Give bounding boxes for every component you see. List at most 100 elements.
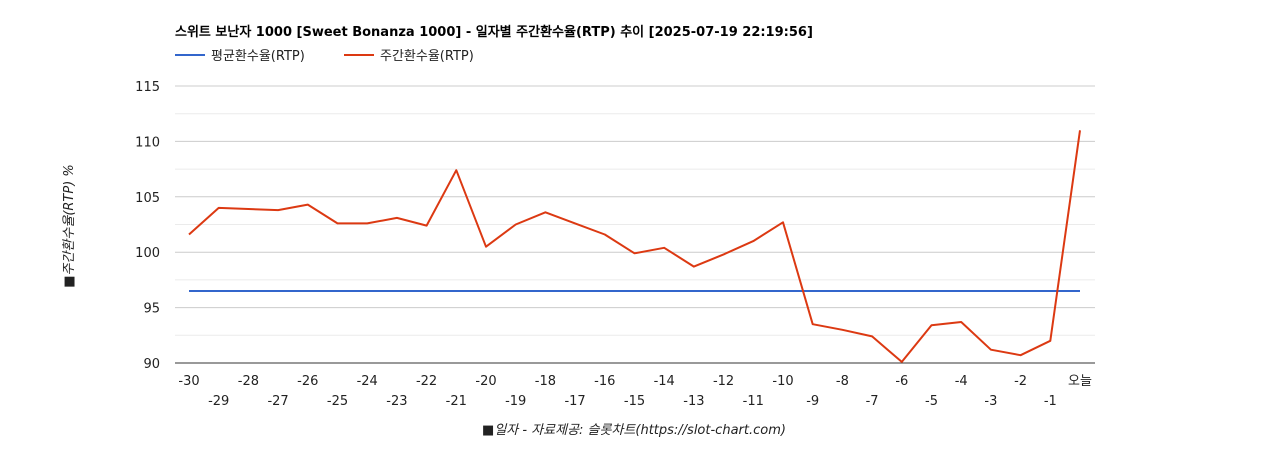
legend: 평균환수율(RTP) 주간환수율(RTP) <box>175 49 474 64</box>
data-point[interactable] <box>511 286 521 296</box>
data-point[interactable] <box>303 200 313 210</box>
data-point[interactable] <box>1016 350 1026 360</box>
x-tick-label: -23 <box>386 394 407 409</box>
data-point[interactable] <box>927 286 937 296</box>
legend-label-weekly[interactable]: 주간환수율(RTP) <box>380 49 474 64</box>
data-point[interactable] <box>214 286 224 296</box>
y-axis-title: ■주간환수율(RTP) % <box>62 164 77 288</box>
data-point[interactable] <box>897 286 907 296</box>
data-point[interactable] <box>689 262 699 272</box>
x-tick-label: -28 <box>238 374 259 389</box>
data-point[interactable] <box>540 207 550 217</box>
x-axis-title: ■일자 - 자료제공: 슬롯차트(https://slot-chart.com) <box>482 423 786 438</box>
data-point[interactable] <box>303 286 313 296</box>
data-point[interactable] <box>422 286 432 296</box>
data-point[interactable] <box>570 286 580 296</box>
data-point[interactable] <box>600 229 610 239</box>
data-point[interactable] <box>956 317 966 327</box>
data-point[interactable] <box>689 286 699 296</box>
x-tick-label: -9 <box>806 394 819 409</box>
data-point[interactable] <box>511 220 521 230</box>
series-lines <box>184 125 1085 367</box>
data-point[interactable] <box>333 218 343 228</box>
data-point[interactable] <box>867 331 877 341</box>
data-point[interactable] <box>570 218 580 228</box>
x-tick-label: -24 <box>357 374 378 389</box>
x-tick-label: -8 <box>836 374 849 389</box>
data-point[interactable] <box>392 286 402 296</box>
data-point[interactable] <box>451 286 461 296</box>
x-tick-label: -17 <box>564 394 585 409</box>
data-point[interactable] <box>748 286 758 296</box>
x-tick-label: -22 <box>416 374 437 389</box>
data-point[interactable] <box>273 205 283 215</box>
x-tick-label: -7 <box>866 394 879 409</box>
data-point[interactable] <box>986 286 996 296</box>
y-axis-ticks: 90 95 100 105 110 115 <box>135 80 160 372</box>
x-tick-label: -10 <box>772 374 793 389</box>
data-point[interactable] <box>956 286 966 296</box>
data-point[interactable] <box>362 286 372 296</box>
y-tick-label: 115 <box>135 80 160 95</box>
data-point[interactable] <box>1045 336 1055 346</box>
y-tick-label: 105 <box>135 191 160 206</box>
data-point[interactable] <box>540 286 550 296</box>
data-point[interactable] <box>927 320 937 330</box>
data-point[interactable] <box>1016 286 1026 296</box>
data-point[interactable] <box>184 286 194 296</box>
data-point[interactable] <box>214 203 224 213</box>
x-tick-label: -26 <box>297 374 318 389</box>
x-tick-label: -5 <box>925 394 938 409</box>
data-point[interactable] <box>659 286 669 296</box>
data-point[interactable] <box>481 286 491 296</box>
data-point[interactable] <box>837 286 847 296</box>
x-tick-label: -27 <box>267 394 288 409</box>
x-tick-label: -14 <box>654 374 675 389</box>
data-point[interactable] <box>481 242 491 252</box>
x-tick-label: 오늘 <box>1068 374 1092 389</box>
data-point[interactable] <box>600 286 610 296</box>
grid-lines <box>175 85 1095 364</box>
data-point[interactable] <box>630 286 640 296</box>
data-point[interactable] <box>392 213 402 223</box>
data-point[interactable] <box>808 286 818 296</box>
data-point[interactable] <box>184 229 194 239</box>
chart-title: 스위트 보난자 1000 [Sweet Bonanza 1000] - 일자별 … <box>175 24 813 40</box>
x-tick-label: -15 <box>624 394 645 409</box>
data-point[interactable] <box>451 165 461 175</box>
data-point[interactable] <box>243 204 253 214</box>
data-point[interactable] <box>837 325 847 335</box>
x-tick-label: -12 <box>713 374 734 389</box>
data-point[interactable] <box>719 286 729 296</box>
data-point[interactable] <box>362 218 372 228</box>
x-tick-label: -25 <box>327 394 348 409</box>
data-point[interactable] <box>659 243 669 253</box>
data-point[interactable] <box>243 286 253 296</box>
data-point[interactable] <box>333 286 343 296</box>
data-point[interactable] <box>273 286 283 296</box>
x-tick-label: -4 <box>955 374 968 389</box>
data-point[interactable] <box>719 249 729 259</box>
data-point[interactable] <box>422 221 432 231</box>
data-point[interactable] <box>1075 125 1085 135</box>
y-tick-label: 100 <box>135 246 160 261</box>
x-axis-ticks: -30-29-28-27-26-25-24-23-22-21-20-19-18-… <box>178 374 1092 409</box>
data-point[interactable] <box>1075 286 1085 296</box>
data-point[interactable] <box>748 236 758 246</box>
legend-label-average[interactable]: 평균환수율(RTP) <box>211 49 305 64</box>
x-tick-label: -13 <box>683 394 704 409</box>
x-tick-label: -16 <box>594 374 615 389</box>
series-line-weekly-rtp[interactable] <box>188 130 1081 363</box>
data-point[interactable] <box>778 286 788 296</box>
x-tick-label: -2 <box>1014 374 1027 389</box>
data-point[interactable] <box>897 357 907 367</box>
x-tick-label: -29 <box>208 394 229 409</box>
data-point[interactable] <box>986 345 996 355</box>
data-point[interactable] <box>1045 286 1055 296</box>
data-point[interactable] <box>630 248 640 258</box>
data-point[interactable] <box>808 319 818 329</box>
data-point[interactable] <box>867 286 877 296</box>
data-point[interactable] <box>778 217 788 227</box>
y-tick-label: 110 <box>135 135 160 150</box>
